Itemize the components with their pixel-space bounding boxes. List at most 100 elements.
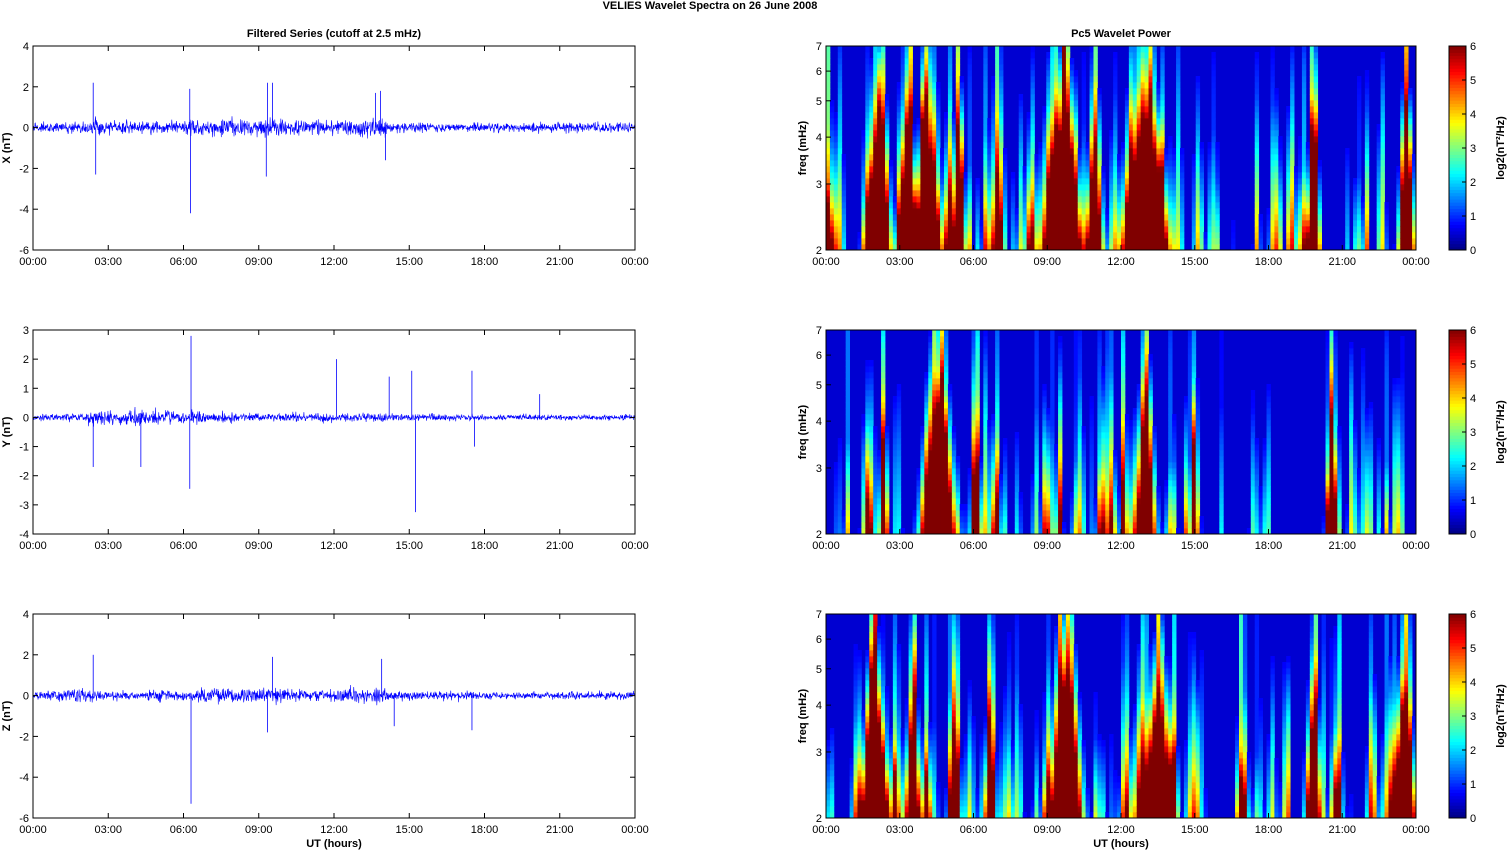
- heatmap-cell: [1290, 94, 1295, 101]
- heatmap-cell: [1294, 190, 1299, 197]
- heatmap-cell: [873, 148, 878, 155]
- heatmap-cell: [1054, 226, 1059, 233]
- heatmap-cell: [944, 232, 949, 239]
- heatmap-cell: [1093, 52, 1098, 59]
- heatmap-cell: [1124, 414, 1130, 421]
- heatmap-cell: [1003, 480, 1008, 487]
- heatmap-cell: [1034, 396, 1039, 403]
- heatmap-cell: [999, 64, 1004, 71]
- heatmap-cell: [1176, 178, 1181, 185]
- heatmap-cell: [1404, 88, 1409, 95]
- heatmap-cell: [1290, 244, 1295, 251]
- heatmap-cell: [1144, 106, 1149, 113]
- heatmap-cell: [1254, 226, 1260, 233]
- heatmap-cell: [1380, 154, 1385, 161]
- heatmap-cell: [983, 510, 988, 517]
- heatmap-cell: [1026, 124, 1031, 131]
- heatmap-cell: [1309, 220, 1315, 227]
- heatmap-cell: [963, 220, 968, 227]
- heatmap-cell: [896, 450, 902, 457]
- heatmap-cell: [1152, 426, 1157, 433]
- heatmap-cell: [920, 124, 925, 131]
- heatmap-cell: [1144, 136, 1149, 143]
- heatmap-cell: [1313, 208, 1319, 215]
- heatmap-cell: [995, 220, 1000, 227]
- heatmap-cell: [908, 124, 913, 131]
- colorbar-swatch: [1449, 170, 1466, 174]
- heatmap-cell: [1156, 214, 1161, 221]
- heatmap-cell: [1089, 190, 1094, 197]
- heatmap-cell: [1191, 462, 1197, 469]
- heatmap-cell: [1286, 124, 1291, 131]
- heatmap-cell: [951, 160, 957, 167]
- heatmap-cell: [1077, 178, 1083, 185]
- heatmap-cell: [1085, 166, 1090, 173]
- heatmap-cell: [845, 480, 850, 487]
- heatmap-cell: [924, 52, 929, 59]
- heatmap-cell: [1176, 154, 1181, 161]
- heatmap-cell: [865, 474, 870, 481]
- heatmap-cell: [999, 148, 1004, 155]
- heatmap-cell: [987, 154, 992, 161]
- heatmap-cell: [885, 516, 890, 523]
- heatmap-cell: [1207, 208, 1212, 215]
- heatmap-cell: [1018, 112, 1024, 119]
- heatmap-cell: [995, 492, 1000, 499]
- heatmap-cell: [896, 82, 902, 89]
- heatmap-cell: [1140, 196, 1145, 203]
- heatmap-cell: [1077, 166, 1083, 173]
- heatmap-cell: [861, 172, 866, 179]
- heatmap-cell: [1050, 202, 1055, 209]
- heatmap-cell: [1046, 456, 1051, 463]
- heatmap-cell: [983, 366, 988, 373]
- heatmap-cell: [1195, 244, 1201, 251]
- heatmap-cell: [940, 510, 945, 517]
- heatmap-cell: [1317, 178, 1322, 185]
- heatmap-cell: [1030, 70, 1035, 77]
- heatmap-cell: [873, 88, 878, 95]
- heatmap-cell: [967, 190, 972, 197]
- heatmap-cell: [1097, 136, 1102, 143]
- heatmap-cell: [1195, 106, 1201, 113]
- heatmap-cell: [1014, 504, 1020, 511]
- heatmap-cell: [1207, 142, 1212, 149]
- heatmap-cell: [1062, 52, 1067, 59]
- heatmap-cell: [1191, 492, 1197, 499]
- heatmap-cell: [1191, 202, 1197, 209]
- heatmap-cell: [987, 504, 992, 511]
- heatmap-cell: [1364, 220, 1370, 227]
- heatmap-cell: [826, 166, 831, 173]
- heatmap-cell: [1160, 196, 1165, 203]
- heatmap-cell: [1124, 88, 1130, 95]
- heatmap-cell: [1046, 444, 1051, 451]
- heatmap-cell: [932, 244, 937, 251]
- heatmap-cell: [920, 438, 925, 445]
- heatmap-cell: [1105, 214, 1110, 221]
- heatmap-cell: [1069, 58, 1075, 65]
- heatmap-cell: [1380, 76, 1385, 83]
- heatmap-cell: [1148, 70, 1153, 77]
- heatmap-cell: [1132, 426, 1138, 433]
- heatmap-cell: [873, 202, 878, 209]
- heatmap-cell: [1101, 486, 1106, 493]
- heatmap-cell: [1136, 166, 1142, 173]
- heatmap-cell: [1140, 498, 1145, 505]
- heatmap-cell: [1400, 100, 1405, 107]
- heatmap-cell: [1164, 178, 1169, 185]
- heatmap-cell: [1266, 214, 1271, 221]
- heatmap-cell: [1140, 94, 1145, 101]
- heatmap-cell: [995, 450, 1000, 457]
- heatmap-cell: [1128, 238, 1134, 245]
- heatmap-cell: [1396, 244, 1401, 251]
- colorbar-swatch: [1449, 211, 1466, 216]
- heatmap-cell: [1180, 160, 1185, 167]
- y-axis-label: Y (nT): [1, 416, 13, 447]
- heatmap-cell: [1191, 474, 1197, 481]
- heatmap-cell: [873, 172, 878, 179]
- heatmap-cell: [991, 432, 996, 439]
- heatmap-cell: [900, 52, 906, 59]
- heatmap-cell: [912, 136, 917, 143]
- heatmap-cell: [877, 52, 882, 59]
- heatmap-cell: [1093, 94, 1098, 101]
- heatmap-cell: [1136, 420, 1142, 427]
